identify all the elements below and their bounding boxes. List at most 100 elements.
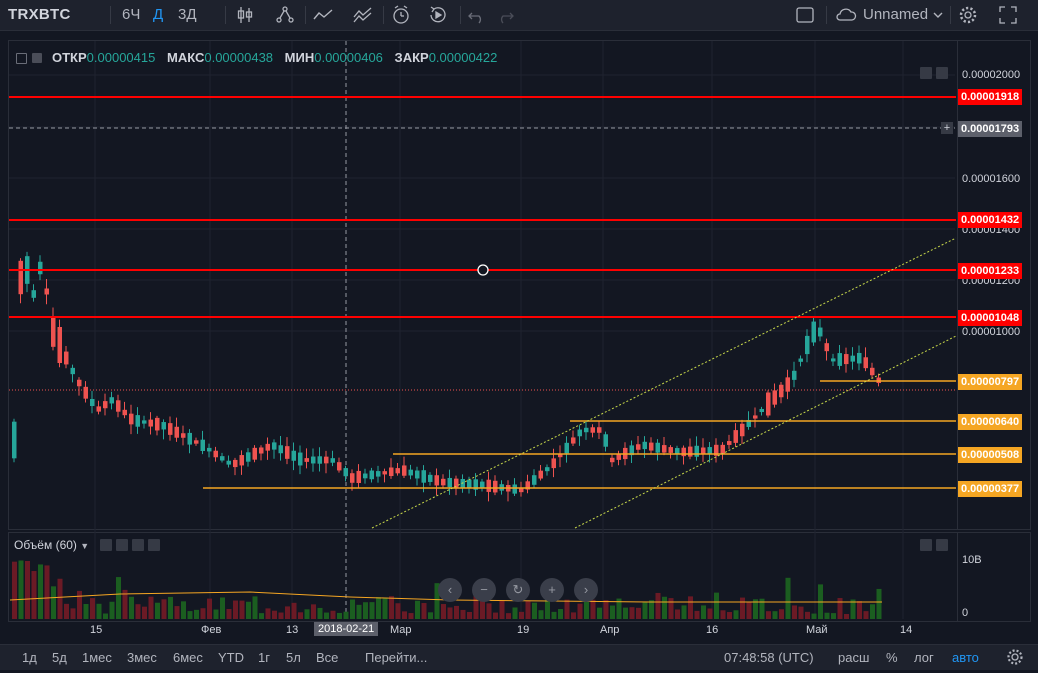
range-6m[interactable]: 6мес [173, 650, 203, 665]
scale-percent-button[interactable]: % [886, 650, 898, 665]
toolbar-divider [305, 6, 306, 24]
low-value: 0.00000406 [314, 50, 383, 65]
volume-tick: 0 [962, 607, 969, 619]
volume-tick: 10B [962, 554, 982, 566]
price-label-orange: 0.00000640 [958, 414, 1023, 430]
candles-style-icon[interactable] [233, 3, 257, 27]
alert-icon[interactable] [389, 3, 413, 27]
range-3m[interactable]: 3мес [127, 650, 157, 665]
pane-down-icon[interactable] [936, 67, 948, 79]
expand-icon[interactable] [996, 3, 1020, 27]
price-scale[interactable] [956, 40, 1031, 530]
compare-icon[interactable] [273, 3, 297, 27]
pane-up-icon[interactable] [920, 67, 932, 79]
toolbar-divider [225, 6, 226, 24]
volume-scale[interactable] [956, 532, 1031, 622]
range-1m[interactable]: 1мес [82, 650, 112, 665]
crosshair-time-label: 2018-02-21 [314, 622, 379, 636]
close-label: ЗАКР [394, 50, 429, 65]
top-toolbar: TRXBTC 6Ч Д 3Д Unnamed [0, 0, 1038, 31]
range-1y[interactable]: 1г [258, 650, 270, 665]
main-chart-pane[interactable] [8, 40, 958, 530]
crosshair-price-label: 0.00001793 [958, 121, 1023, 137]
replay-icon[interactable] [426, 3, 450, 27]
scale-auto-button[interactable]: авто [952, 650, 979, 665]
high-value: 0.00000438 [204, 50, 274, 65]
layout-name[interactable]: Unnamed [863, 6, 929, 23]
price-label-orange: 0.00000797 [958, 374, 1023, 390]
range-all[interactable]: Все [316, 650, 339, 665]
symbol-search[interactable]: TRXBTC [8, 6, 71, 23]
scale-extended-button[interactable]: расш [838, 650, 870, 665]
range-5d[interactable]: 5д [52, 650, 67, 665]
scroll-right-button[interactable]: › [574, 578, 598, 602]
price-label-red: 0.00001918 [958, 89, 1023, 105]
pane-up-icon[interactable] [920, 539, 932, 551]
time-label: Апр [600, 624, 620, 636]
pane-down-icon[interactable] [936, 539, 948, 551]
clock[interactable]: 07:48:58 (UTC) [724, 650, 814, 665]
interval-6h[interactable]: 6Ч [122, 6, 141, 23]
zoom-in-button[interactable]: + [540, 578, 564, 602]
scale-log-button[interactable]: лог [914, 650, 934, 665]
volume-pane[interactable] [8, 532, 958, 622]
price-tick: 0.00002000 [962, 69, 1021, 81]
zoom-out-button[interactable]: − [472, 578, 496, 602]
low-label: МИН [284, 50, 315, 65]
price-label-red: 0.00001432 [958, 212, 1023, 228]
price-tick: 0.00001000 [962, 326, 1021, 338]
gear-icon[interactable] [116, 539, 128, 551]
toolbar-divider [110, 6, 111, 24]
price-label-orange: 0.00000377 [958, 481, 1023, 497]
chevron-down-icon[interactable] [926, 3, 950, 27]
toolbar-divider [460, 6, 461, 24]
open-label: ОТКР [52, 50, 87, 65]
time-label: 19 [517, 624, 530, 636]
time-label: Фев [201, 624, 222, 636]
bottom-toolbar: 1д 5д 1мес 3мес 6мес YTD 1г 5л Все Перей… [0, 644, 1038, 670]
reset-chart-button[interactable]: ↻ [506, 578, 530, 602]
time-label: Мар [390, 624, 412, 636]
interval-1d[interactable]: Д [153, 6, 164, 23]
more-icon[interactable] [132, 539, 144, 551]
price-label-red: 0.00001233 [958, 263, 1023, 279]
time-label: Май [806, 624, 828, 636]
volume-title: Объём (60) [14, 538, 77, 552]
toolbar-divider [383, 6, 384, 24]
series-settings-icon[interactable] [32, 53, 42, 63]
chevron-down-icon[interactable]: ▼ [80, 541, 90, 551]
time-axis[interactable]: 15 Фев 13 2018-02-21 Мар 19 Апр 16 Май 1… [8, 620, 956, 642]
interval-3d[interactable]: 3Д [178, 6, 197, 23]
close-icon[interactable] [148, 539, 160, 551]
undo-icon[interactable] [465, 3, 489, 27]
cloud-icon [834, 3, 858, 27]
goto-date-button[interactable]: Перейти... [365, 650, 428, 665]
toolbar-divider [950, 6, 951, 24]
add-alert-plus-icon[interactable]: + [941, 122, 953, 134]
time-label: 15 [90, 624, 103, 636]
price-label-red: 0.00001048 [958, 310, 1023, 326]
range-1d[interactable]: 1д [22, 650, 37, 665]
volume-legend: Объём (60) ▼ [14, 538, 89, 552]
indicators-icon[interactable] [311, 3, 335, 27]
time-label: 14 [900, 624, 913, 636]
ohlc-legend: ОТКР0.00000415 МАКС0.00000438 МИН0.00000… [52, 50, 505, 65]
gear-icon[interactable] [956, 3, 980, 27]
collapse-legend-icon[interactable] [16, 53, 27, 64]
toolbar-divider [826, 6, 827, 24]
price-label-orange: 0.00000508 [958, 447, 1023, 463]
scroll-left-button[interactable]: ‹ [438, 578, 462, 602]
range-ytd[interactable]: YTD [218, 650, 244, 665]
time-label: 16 [706, 624, 719, 636]
open-value: 0.00000415 [86, 50, 156, 65]
eye-icon[interactable] [100, 539, 112, 551]
time-label: 13 [286, 624, 299, 636]
fullscreen-chart-icon[interactable] [793, 3, 817, 27]
close-value: 0.00000422 [428, 50, 498, 65]
high-label: МАКС [166, 50, 205, 65]
templates-icon[interactable] [351, 3, 375, 27]
gear-icon[interactable] [1004, 646, 1026, 668]
redo-icon[interactable] [493, 3, 517, 27]
price-tick: 0.00001600 [962, 173, 1021, 185]
range-5y[interactable]: 5л [286, 650, 301, 665]
